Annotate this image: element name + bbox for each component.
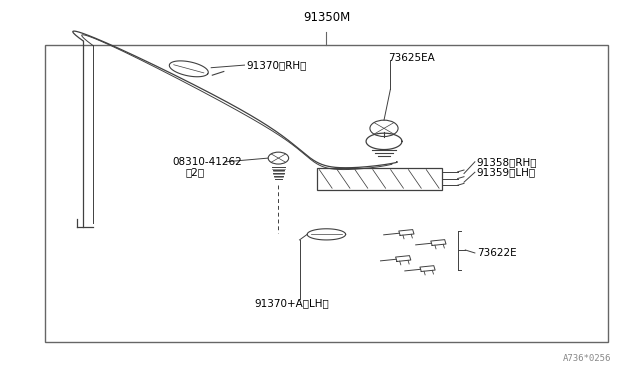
Text: A736*0256: A736*0256 [563,354,611,363]
Text: 91370〈RH〉: 91370〈RH〉 [246,60,307,70]
Text: 〈2〉: 〈2〉 [186,167,205,177]
Text: 73625EA: 73625EA [388,53,435,62]
Text: 73622E: 73622E [477,248,516,258]
Text: 91350M: 91350M [303,11,350,24]
Text: 91359〈LH〉: 91359〈LH〉 [477,167,536,177]
Text: 91370+A〈LH〉: 91370+A〈LH〉 [255,298,330,308]
Bar [317,168,442,190]
Text: 08310-41262: 08310-41262 [173,157,243,167]
Text: 91358〈RH〉: 91358〈RH〉 [477,157,538,167]
Bar [45,45,608,342]
